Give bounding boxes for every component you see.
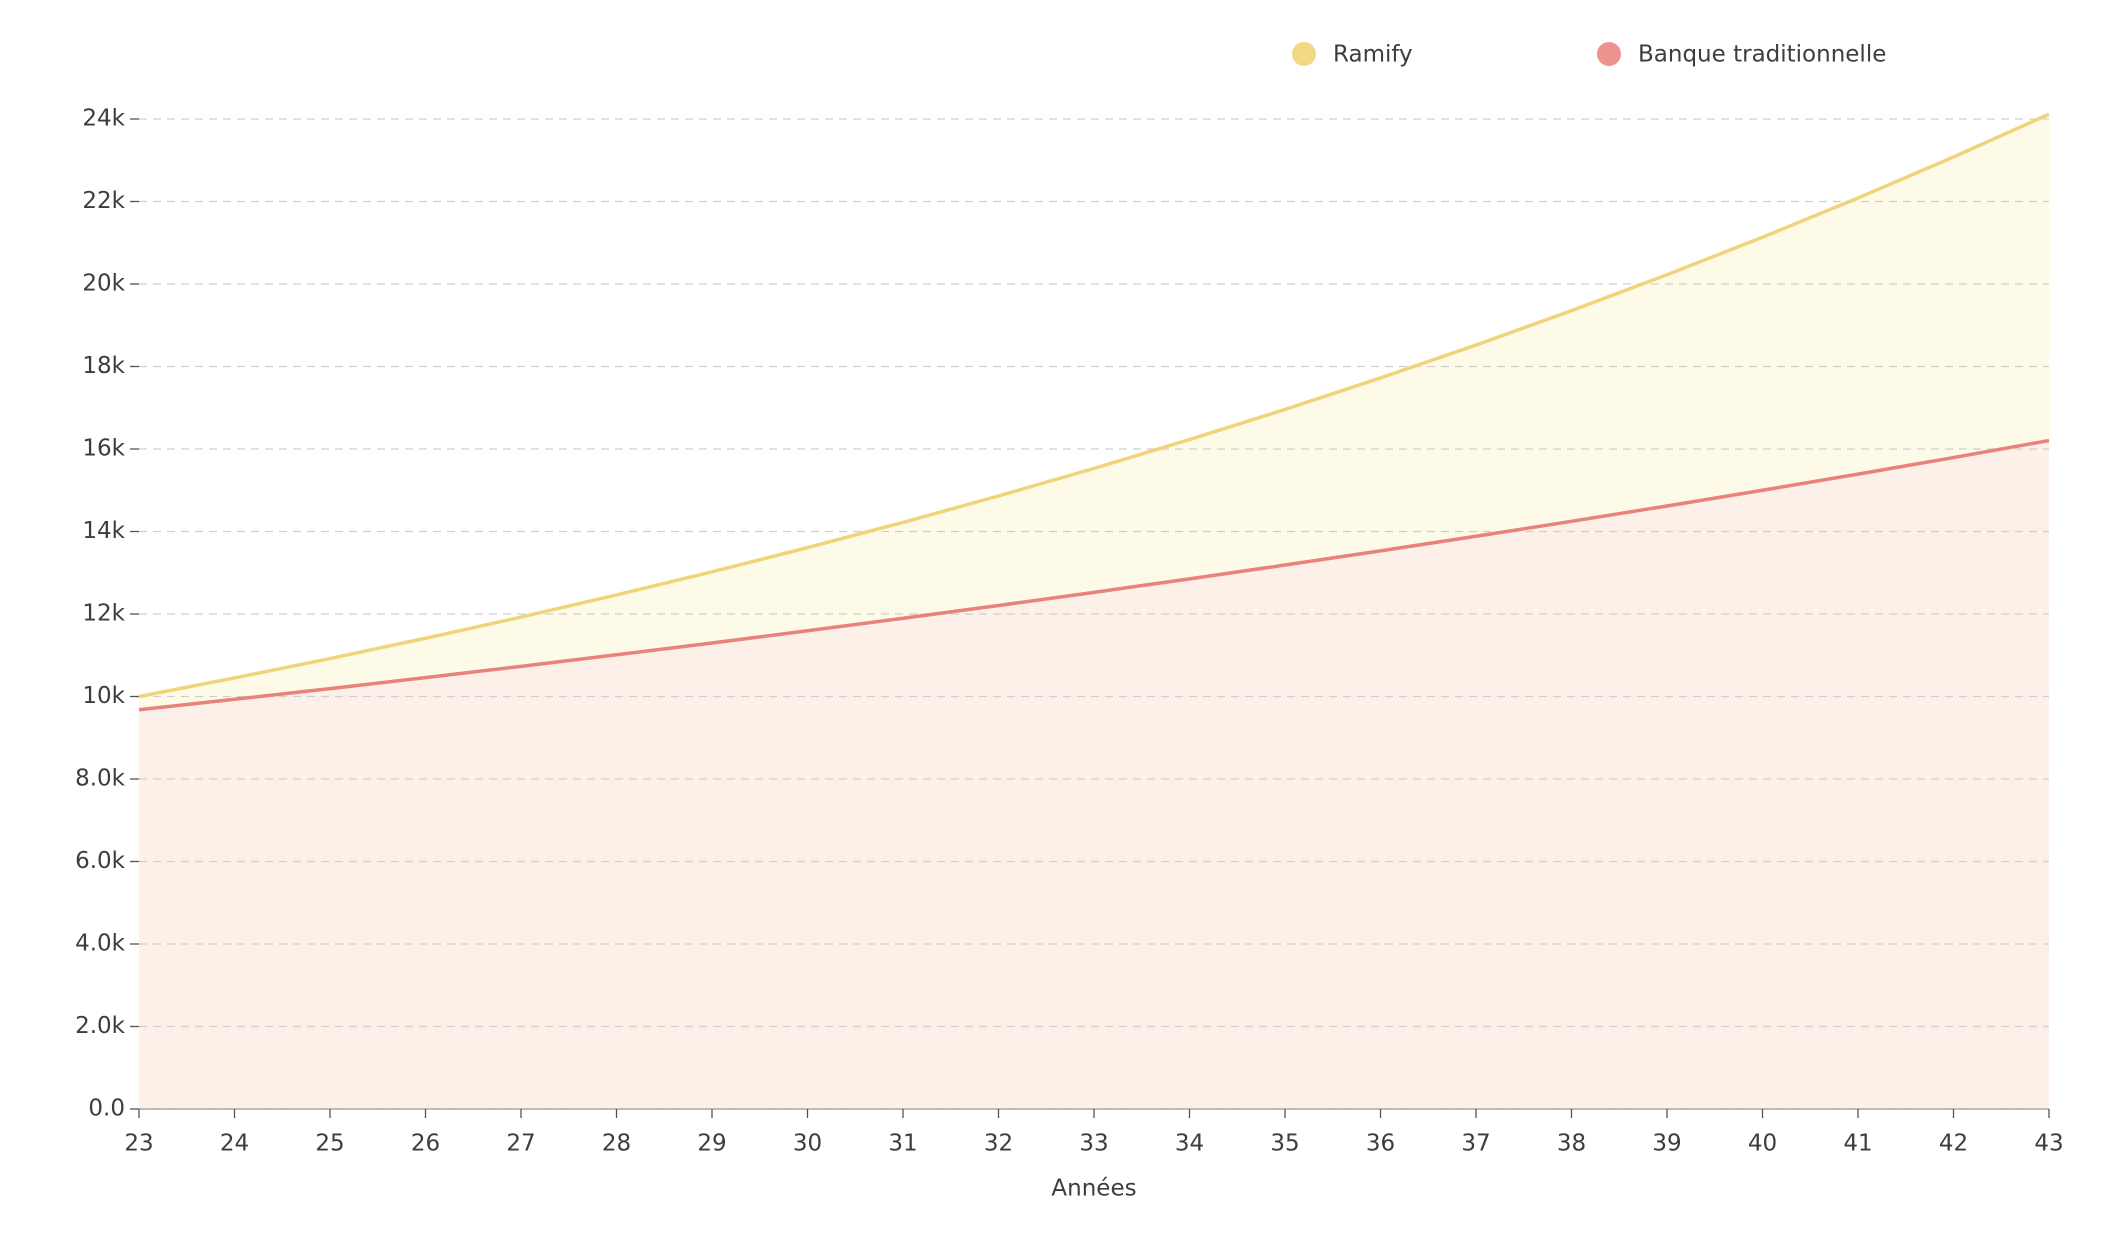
x-tick-label: 28 xyxy=(602,1131,631,1157)
x-tick-label: 27 xyxy=(506,1131,535,1157)
x-tick-label: 35 xyxy=(1270,1131,1299,1157)
x-tick-label: 34 xyxy=(1175,1131,1204,1157)
y-tick-label: 12k xyxy=(82,601,125,627)
y-tick-label: 8.0k xyxy=(75,766,126,792)
y-tick-label: 16k xyxy=(82,436,125,462)
x-tick-label: 29 xyxy=(697,1131,726,1157)
y-tick-label: 20k xyxy=(82,271,125,297)
axes: 0.0 2.0k 4.0k 6.0k 8.0k 10k 12k 14k 16k 18k 20k 22k… xyxy=(75,106,2064,1157)
x-tick-label: 39 xyxy=(1652,1131,1681,1157)
x-tick-label: 23 xyxy=(124,1131,153,1157)
area-fill xyxy=(139,440,2049,1109)
x-tick-label: 36 xyxy=(1366,1131,1395,1157)
x-tick-label: 31 xyxy=(888,1131,917,1157)
series-line xyxy=(138,112,2050,699)
y-tick-label: 6.0k xyxy=(75,848,126,874)
y-tick-label: 4.0k xyxy=(75,931,126,957)
x-tick-label: 43 xyxy=(2034,1131,2063,1157)
legend-marker xyxy=(1597,42,1621,66)
x-tick-label: 25 xyxy=(315,1131,344,1157)
grid xyxy=(139,118,2049,1110)
x-axis-title: Années xyxy=(1051,1176,1136,1202)
y-tick-label: 10k xyxy=(82,683,125,709)
x-tick-label: 37 xyxy=(1461,1131,1490,1157)
x-tick-label: 24 xyxy=(220,1131,249,1157)
y-tick-label: 24k xyxy=(82,106,125,132)
y-tick-label: 0.0 xyxy=(88,1096,125,1122)
y-tick-label: 2.0k xyxy=(75,1013,126,1039)
legend-label: Banque traditionnelle xyxy=(1638,42,1886,68)
x-tick-label: 40 xyxy=(1748,1131,1777,1157)
series-line xyxy=(138,438,2050,712)
x-tick-label: 30 xyxy=(793,1131,822,1157)
x-tick-label: 41 xyxy=(1843,1131,1872,1157)
y-tick-label: 18k xyxy=(82,353,125,379)
areas xyxy=(139,114,2049,1109)
x-tick-label: 26 xyxy=(411,1131,440,1157)
x-tick-label: 33 xyxy=(1079,1131,1108,1157)
y-tick-label: 22k xyxy=(82,188,125,214)
legend-label: Ramify xyxy=(1333,42,1413,68)
x-tick-label: 38 xyxy=(1557,1131,1586,1157)
legend-marker xyxy=(1292,42,1316,66)
lines xyxy=(138,112,2050,712)
x-tick-label: 32 xyxy=(984,1131,1013,1157)
y-tick-label: 14k xyxy=(82,518,125,544)
x-tick-label: 42 xyxy=(1939,1131,1968,1157)
